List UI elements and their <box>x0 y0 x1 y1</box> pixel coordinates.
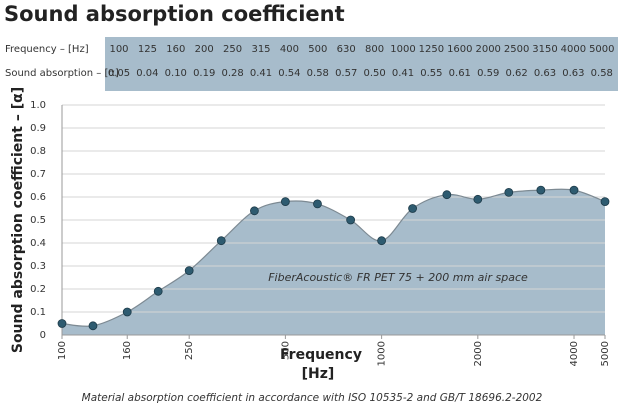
table-cell: 2500 <box>504 44 529 55</box>
marker <box>408 204 417 213</box>
table-cell: 0.04 <box>136 68 158 79</box>
annotation: FiberAcoustic® FR PET 75 + 200 mm air sp… <box>268 271 528 284</box>
marker <box>442 190 452 200</box>
marker <box>280 197 290 207</box>
table-cell: 5000 <box>589 44 614 55</box>
y-tick-label: 0.2 <box>30 284 46 295</box>
row-label: Sound absorption – [α] <box>5 68 119 79</box>
table-cell: 0.05 <box>108 68 130 79</box>
table-cell: 200 <box>195 44 214 55</box>
x-tick-label: 4000 <box>569 341 580 366</box>
table-cell: 0.62 <box>505 68 527 79</box>
table-cell: 0.28 <box>221 68 243 79</box>
table-cell: 0.63 <box>562 68 584 79</box>
marker <box>88 321 98 331</box>
marker <box>569 185 579 195</box>
x-tick-label: 500 <box>280 341 291 360</box>
note: Material absorption coefficient in accor… <box>82 392 543 404</box>
table-cell: 250 <box>223 44 242 55</box>
table-cell: 1250 <box>419 44 444 55</box>
x-axis-title: Frequency [Hz] <box>280 347 362 382</box>
y-tick-label: 1.0 <box>30 100 46 111</box>
table-cell: 160 <box>166 44 185 55</box>
table-cell: 0.63 <box>534 68 556 79</box>
table-cell: 0.58 <box>307 68 329 79</box>
table-bg <box>105 37 618 91</box>
x-tick-label: 2000 <box>473 341 484 366</box>
table-cell: 3150 <box>532 44 557 55</box>
table-cell: 125 <box>138 44 157 55</box>
y-tick-label: 0.3 <box>30 261 46 272</box>
marker <box>122 307 132 317</box>
x-tick-label: 160 <box>122 341 133 360</box>
marker <box>346 215 356 225</box>
x-tick-label: 1000 <box>377 341 388 366</box>
table-cell: 0.41 <box>250 68 272 79</box>
x-tick-label: 250 <box>184 341 195 360</box>
table-cell: 315 <box>251 44 270 55</box>
table-cell: 0.50 <box>363 68 385 79</box>
y-tick-label: 0.9 <box>30 123 46 134</box>
table-cell: 800 <box>365 44 384 55</box>
x-tick-label: 5000 <box>600 341 611 366</box>
table-cell: 0.41 <box>392 68 414 79</box>
table-cell: 4000 <box>561 44 586 55</box>
table-cell: 500 <box>308 44 327 55</box>
y-tick-label: 0.4 <box>30 238 46 249</box>
y-tick-label: 0.8 <box>30 146 46 157</box>
marker <box>536 185 546 195</box>
x-tick-label: 100 <box>57 341 68 360</box>
marker <box>57 319 67 328</box>
y-tick-label: 0.6 <box>30 192 46 203</box>
marker <box>313 199 322 209</box>
table-cell: 0.61 <box>449 68 471 79</box>
table-cell: 0.58 <box>591 68 613 79</box>
table-cell: 0.54 <box>278 68 300 79</box>
marker <box>473 194 483 204</box>
marker <box>216 236 226 246</box>
marker <box>600 197 610 207</box>
table-cell: 1600 <box>447 44 472 55</box>
title: Sound absorption coefficient <box>4 2 345 26</box>
table-cell: 100 <box>109 44 128 55</box>
y-tick-label: 0.1 <box>30 307 46 318</box>
marker <box>184 266 194 276</box>
y-tick-label: 0.7 <box>30 169 46 180</box>
table-cell: 630 <box>337 44 356 55</box>
table-cell: 1000 <box>390 44 415 55</box>
table-cell: 0.10 <box>165 68 187 79</box>
marker <box>377 236 387 246</box>
table-cell: 0.57 <box>335 68 357 79</box>
table-cell: 0.19 <box>193 68 215 79</box>
y-tick-label: 0.5 <box>30 215 46 226</box>
marker <box>153 286 163 296</box>
table-cell: 2000 <box>475 44 500 55</box>
area <box>62 189 605 335</box>
table-cell: 0.55 <box>420 68 442 79</box>
marker <box>250 206 259 216</box>
table-cell: 0.59 <box>477 68 499 79</box>
y-tick-label: 0 <box>40 330 46 341</box>
marker <box>504 187 514 197</box>
table-cell: 400 <box>280 44 299 55</box>
row-label: Frequency – [Hz] <box>5 44 89 55</box>
y-axis-title: Sound absorption coefficient – [α] <box>10 87 26 353</box>
